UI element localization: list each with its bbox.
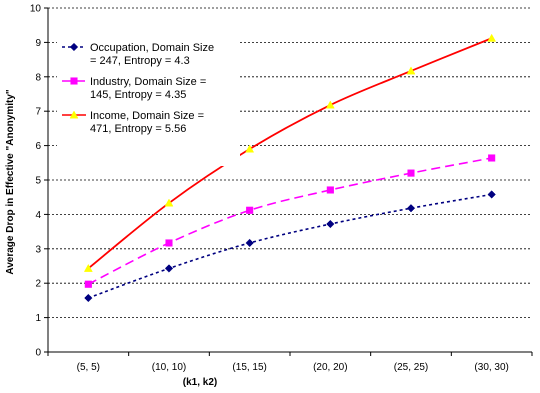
series-2-point-3	[325, 100, 335, 109]
y-tick-label-6: 6	[35, 141, 41, 152]
series-1-point-3	[326, 186, 334, 194]
series-0-point-2	[245, 238, 254, 248]
x-tick-labels: (5, 5) (10, 10) (15, 15) (20, 20) (25, 25) (3…	[77, 362, 509, 373]
y-axis-title: Average Drop in Effective "Anonymity"	[5, 89, 16, 275]
series-2-point-0	[83, 263, 93, 272]
legend-label-1-1: 145, Entropy = 4.35	[90, 89, 186, 101]
x-tick-label-0: (5, 5)	[77, 362, 100, 373]
series-line-1	[87, 157, 492, 285]
series-1-point-4	[407, 169, 415, 177]
y-tick-label-10: 10	[30, 4, 42, 15]
series-2-point-5	[487, 33, 497, 42]
x-tick-label-5: (30, 30)	[474, 362, 508, 373]
y-tick-label-1: 1	[35, 313, 41, 324]
legend-marker-1	[70, 77, 78, 85]
y-tick-label-2: 2	[35, 279, 41, 290]
series-0-point-1	[164, 264, 174, 273]
x-axis-title: (k1, k2)	[183, 377, 217, 388]
x-tick-label-2: (15, 15)	[232, 362, 266, 373]
series-0-point-5	[487, 190, 496, 199]
series-1-point-0	[84, 280, 92, 288]
series-0-point-0	[84, 293, 93, 303]
y-tick-label-0: 0	[35, 348, 41, 359]
y-tick-label-8: 8	[35, 72, 41, 83]
legend-label-0-0: Occupation, Domain Size	[90, 42, 214, 54]
series-1-point-2	[246, 206, 254, 214]
legend-marker-0	[69, 42, 79, 52]
x-tick-label-3: (20, 20)	[313, 362, 347, 373]
legend-label-1-0: Industry, Domain Size =	[90, 76, 206, 88]
series-2-point-1	[164, 198, 174, 207]
y-tick-label-3: 3	[35, 244, 41, 255]
axes	[44, 7, 533, 356]
series-0-point-4	[406, 204, 416, 213]
legend-label-2-1: 471, Entropy = 5.56	[90, 123, 186, 135]
series-1-point-1	[165, 239, 173, 247]
x-tick-label-1: (10, 10)	[152, 362, 186, 373]
y-tick-label-9: 9	[35, 38, 41, 49]
series-2-point-2	[245, 144, 255, 153]
series-group	[83, 33, 497, 303]
series-0-point-3	[326, 219, 335, 229]
legend-marker-2	[69, 110, 79, 119]
legend: Occupation, Domain Size= 247, Entropy = …	[57, 38, 240, 166]
x-tick-label-4: (25, 25)	[394, 362, 428, 373]
y-tick-label-5: 5	[35, 176, 41, 187]
series-line-0	[88, 193, 492, 299]
legend-label-0-1: = 247, Entropy = 4.3	[90, 55, 190, 67]
series-1-point-5	[488, 154, 496, 162]
y-tick-label-7: 7	[35, 107, 41, 118]
series-2-point-4	[406, 66, 416, 75]
series-line-2	[87, 37, 493, 270]
y-tick-labels: 0 1 2 3 4 5 6 7 8 9 10	[30, 4, 42, 359]
legend-background	[57, 38, 240, 166]
y-tick-label-4: 4	[35, 210, 41, 221]
legend-label-2-0: Income, Domain Size =	[90, 110, 204, 122]
